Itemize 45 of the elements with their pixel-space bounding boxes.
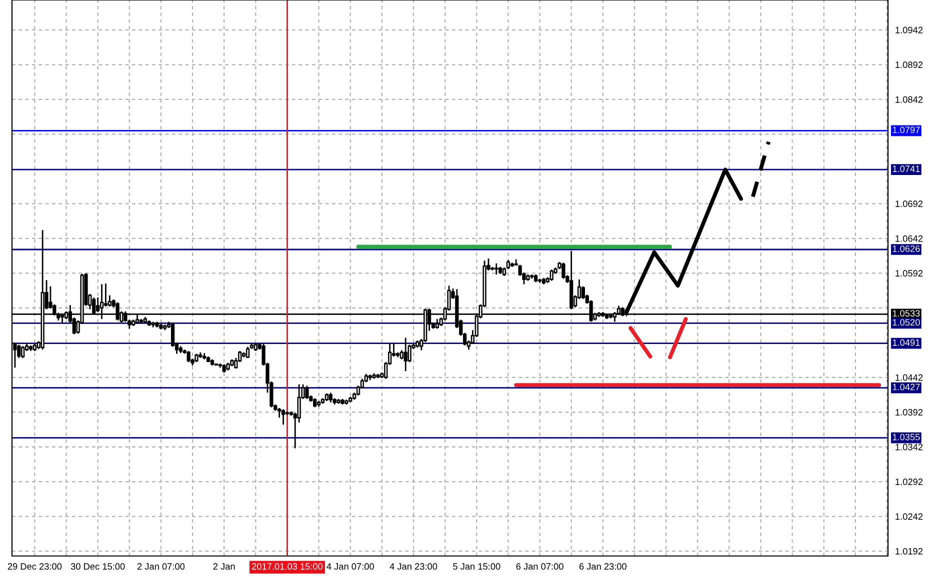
ref-line-label: 1.0533 bbox=[892, 310, 920, 317]
candlestick bbox=[186, 350, 190, 363]
x-tick-label: 29 Dec 23:00 bbox=[8, 563, 62, 570]
y-tick-label: 1.0642 bbox=[896, 235, 923, 242]
x-tick-label: 2017.01.03 15:00 bbox=[252, 563, 323, 570]
x-tick-label: 6 Jan 07:00 bbox=[516, 563, 564, 570]
y-tick-label: 1.0692 bbox=[896, 200, 923, 208]
x-tick-label: 4 Jan 07:00 bbox=[326, 563, 374, 570]
y-tick-label: 1.0192 bbox=[896, 548, 923, 555]
y-tick-label: 1.0892 bbox=[896, 62, 923, 68]
x-tick-label: 6 Jan 23:00 bbox=[579, 563, 627, 570]
candlestick bbox=[21, 345, 25, 359]
candlestick bbox=[104, 282, 108, 308]
candlestick bbox=[404, 337, 408, 372]
x-tick-label: 30 Dec 15:00 bbox=[70, 563, 125, 570]
ref-line-label: 1.0741 bbox=[892, 166, 920, 172]
ref-line-label: 1.0427 bbox=[892, 384, 920, 390]
x-tick-label: 4 Jan 23:00 bbox=[390, 563, 438, 570]
candlestick bbox=[305, 385, 309, 400]
y-tick-label: 1.0442 bbox=[896, 374, 923, 381]
y-tick-label: 1.0392 bbox=[896, 409, 923, 416]
ref-line-label: 1.0520 bbox=[892, 319, 920, 326]
y-tick-label: 1.0342 bbox=[896, 444, 923, 450]
ref-line-label: 1.0626 bbox=[892, 245, 920, 252]
y-tick-label: 1.0592 bbox=[896, 270, 923, 277]
ref-line-label: 1.0491 bbox=[892, 339, 920, 346]
candlestick bbox=[581, 286, 585, 300]
candlestick bbox=[313, 398, 317, 408]
candlestick bbox=[400, 350, 404, 360]
x-tick-label: 2 Jan 07:00 bbox=[137, 563, 185, 570]
candlestick bbox=[550, 268, 554, 282]
ref-line-label: 1.0355 bbox=[892, 434, 920, 440]
candlestick bbox=[435, 318, 439, 330]
candlestick bbox=[494, 262, 498, 276]
x-tick-label: 2 Jan bbox=[213, 563, 235, 570]
candlestick bbox=[328, 392, 332, 404]
x-tick-label: 5 Jan 15:00 bbox=[453, 563, 500, 570]
candlestick bbox=[562, 262, 566, 280]
y-tick-label: 1.0292 bbox=[896, 478, 923, 486]
candlestick bbox=[246, 346, 250, 359]
y-tick-label: 1.0242 bbox=[896, 513, 923, 520]
ref-line-label: 1.0797 bbox=[892, 126, 920, 134]
candlestick bbox=[281, 408, 286, 426]
y-tick-label: 1.0942 bbox=[896, 26, 923, 34]
y-tick-label: 1.0842 bbox=[896, 96, 923, 103]
